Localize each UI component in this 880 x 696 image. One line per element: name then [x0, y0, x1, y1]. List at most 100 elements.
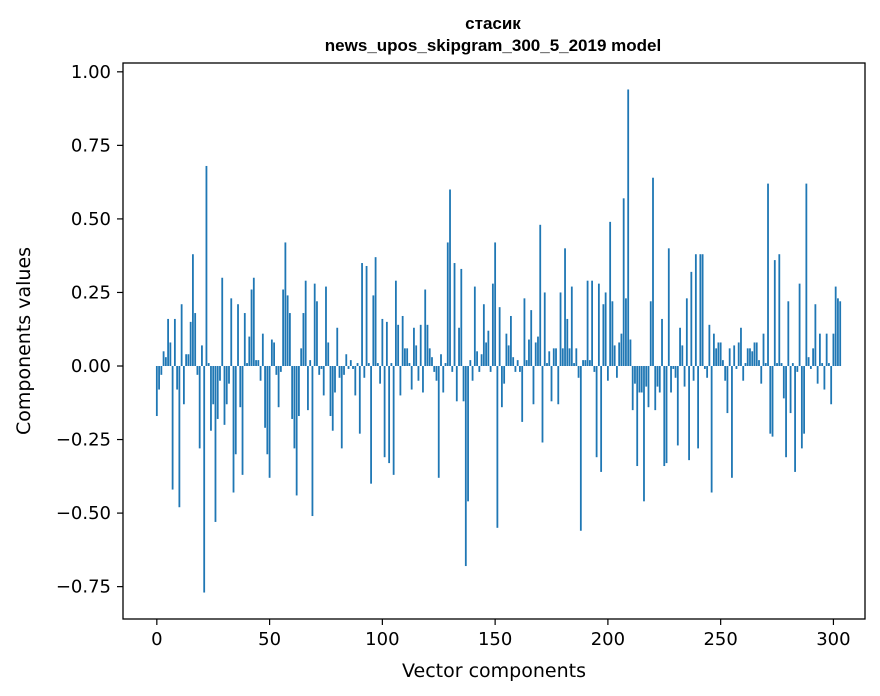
bar-35	[234, 366, 237, 455]
bar-136	[462, 366, 465, 402]
bar-111	[406, 348, 409, 366]
bar-290	[809, 366, 812, 369]
y-axis: −0.75 −0.50 −0.25 0.00 0.25 0.50 0.75 1.00	[56, 62, 123, 598]
bar-43	[252, 277, 255, 366]
bar-1	[158, 366, 160, 390]
bar-102	[385, 321, 388, 367]
bar-173	[546, 363, 548, 366]
bar-153	[500, 366, 503, 408]
bar-74	[322, 366, 325, 396]
bar-257	[735, 366, 738, 369]
bar-262	[746, 348, 749, 366]
bar-142	[476, 351, 478, 367]
bar-82	[340, 366, 343, 449]
bar-64	[300, 348, 303, 366]
bar-259	[740, 327, 742, 366]
bar-167	[532, 366, 535, 405]
bar-126	[440, 354, 442, 367]
bar-87	[352, 366, 354, 369]
bar-32	[228, 366, 230, 384]
bar-279	[785, 366, 787, 458]
bar-272	[769, 366, 772, 434]
bar-178	[557, 366, 560, 405]
bar-224	[661, 318, 663, 367]
bar-281	[789, 366, 792, 414]
bar-75	[325, 286, 327, 367]
bar-273	[771, 366, 774, 437]
bar-238	[692, 366, 695, 381]
bar-256	[733, 345, 736, 366]
bar-16	[192, 254, 194, 367]
bar-244	[706, 366, 709, 378]
bar-59	[288, 313, 291, 366]
bar-266	[755, 342, 758, 366]
bar-6	[169, 342, 172, 366]
bar-205	[618, 342, 621, 366]
bar-36	[237, 304, 239, 367]
bar-265	[753, 342, 756, 366]
bar-275	[776, 363, 778, 366]
bar-194	[593, 366, 596, 372]
bar-39	[243, 313, 246, 366]
bar-50	[268, 366, 271, 478]
bar-274	[773, 260, 776, 366]
x-axis-label: Vector components	[402, 660, 586, 682]
bar-130	[449, 189, 451, 367]
bar-186	[575, 348, 578, 366]
bar-261	[744, 363, 747, 366]
bar-222	[656, 366, 659, 387]
bar-271	[767, 183, 769, 366]
bar-12	[182, 366, 185, 405]
bar-260	[742, 366, 745, 381]
bar-121	[428, 348, 431, 366]
bar-60	[291, 366, 294, 419]
bar-109	[401, 315, 404, 366]
bar-164	[525, 360, 528, 366]
bar-112	[408, 363, 411, 366]
bar-175	[550, 366, 553, 402]
bar-285	[798, 283, 801, 366]
bar-191	[586, 280, 589, 366]
bar-226	[665, 366, 668, 464]
bar-73	[320, 366, 323, 369]
bar-58	[286, 295, 289, 366]
y-tick-label: 0.00	[71, 356, 111, 377]
bar-72	[318, 366, 321, 375]
bar-18	[196, 366, 199, 375]
bar-223	[658, 366, 661, 393]
bar-181	[564, 248, 566, 366]
bar-14	[187, 354, 190, 367]
bar-174	[548, 351, 551, 367]
bar-182	[566, 318, 569, 367]
bar-162	[521, 366, 524, 422]
bar-277	[780, 363, 783, 366]
bar-125	[437, 366, 440, 478]
bar-233	[681, 345, 684, 366]
bar-17	[194, 313, 197, 366]
bar-40	[246, 363, 248, 366]
bar-180	[561, 348, 564, 366]
bar-137	[464, 366, 467, 567]
bar-62	[295, 366, 298, 496]
bar-234	[683, 366, 686, 387]
bar-89	[356, 363, 359, 366]
bar-110	[404, 348, 406, 366]
bar-124	[435, 366, 438, 381]
bar-251	[722, 360, 724, 366]
bar-154	[503, 366, 506, 384]
y-tick-label: 0.25	[71, 282, 111, 303]
y-tick-label: 1.00	[71, 62, 111, 83]
bar-132	[453, 263, 456, 366]
bar-168	[534, 342, 537, 366]
bar-120	[426, 324, 429, 367]
bar-301	[834, 286, 837, 367]
bar-139	[469, 360, 472, 366]
bar-85	[347, 366, 350, 369]
bar-76	[327, 342, 330, 366]
bar-4	[164, 357, 167, 367]
bar-3	[162, 351, 165, 367]
bar-66	[304, 280, 307, 366]
bar-287	[803, 366, 805, 434]
x-tick-label: 200	[591, 629, 625, 650]
